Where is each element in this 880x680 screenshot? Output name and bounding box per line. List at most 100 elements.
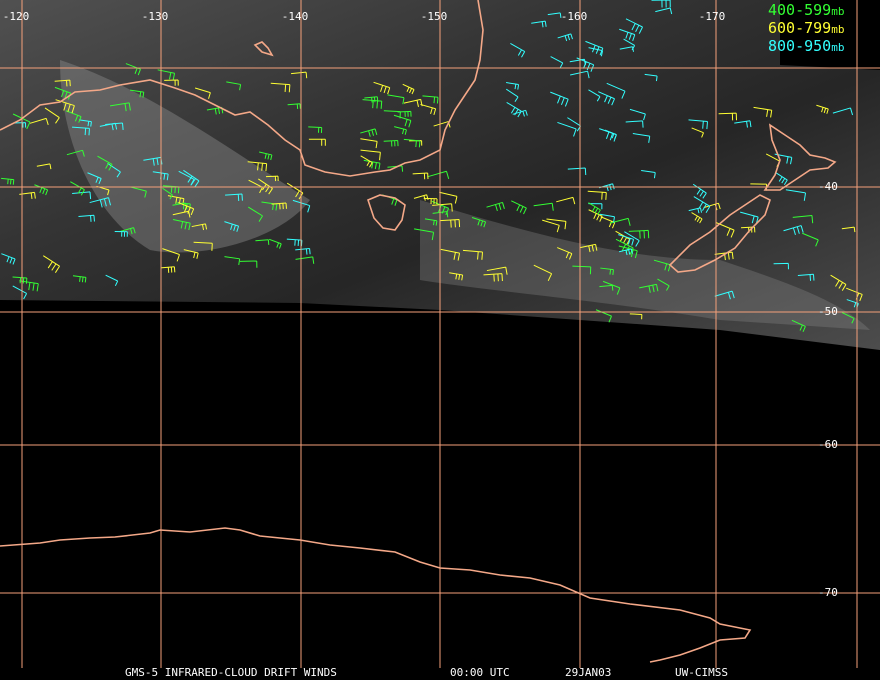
wind-barb [172,218,191,231]
wind-barb [239,260,258,268]
wind-barb [688,119,708,130]
wind-barb [462,249,484,260]
wind-barb [692,183,707,199]
wind-barb [414,228,435,241]
wind-barb [531,20,547,28]
wind-barb [397,110,412,117]
longitude-label: -150 [421,10,448,23]
wind-barb [162,187,173,200]
wind-barb [178,202,195,216]
wind-barb [287,103,301,109]
longitude-label: -170 [699,10,726,23]
wind-barb [657,278,670,291]
footer-source: UW-CIMSS [675,666,728,679]
legend-entry: 800-950mb [768,37,844,55]
wind-barb [618,234,635,246]
wind-barb [753,106,773,118]
wind-barb [308,138,326,146]
wind-barb [291,71,308,79]
wind-barb [619,28,636,42]
wind-barb [226,81,242,91]
cloud-band [60,60,310,253]
wind-barb [440,248,461,261]
wind-barb [360,138,378,149]
wind-barb [44,107,60,124]
wind-barb [628,229,650,239]
wind-barb [286,238,303,247]
wind-barb [567,167,587,176]
wind-barb [714,251,734,261]
wind-barb [183,249,199,259]
wind-barb [206,106,224,115]
wind-barb [783,225,804,236]
latitude-label: -70 [818,586,838,599]
wind-barb [599,284,614,291]
footer-date: 29JAN03 [565,666,611,679]
wind-barb [42,255,61,273]
wind-barbs [1,0,863,333]
island-coast [253,41,274,57]
wind-barb [734,120,752,128]
wind-barb [271,202,287,210]
latitude-label: -50 [818,305,838,318]
wind-barb [557,33,573,42]
wind-barb [12,285,28,300]
wind-barb [105,274,119,287]
wind-barb [533,264,553,282]
wind-barb [619,248,633,256]
wind-barb [655,7,673,15]
wind-barb [625,120,644,128]
wind-barb [55,99,75,114]
wind-barb [629,108,646,121]
wind-barb [363,159,381,170]
wind-barb [224,256,241,265]
wind-barb [36,163,52,170]
wind-barb [259,151,273,161]
wind-barb [572,265,592,275]
longitude-labels: -120 -130 -140 -150 -160 -170 [3,10,726,23]
wind-barb [557,247,573,260]
wind-barb [691,212,703,224]
antarctica-coast [0,527,752,663]
wind-barb [270,82,291,93]
wind-barb [785,189,807,201]
wind-barb [511,200,527,215]
wind-barb [609,217,631,226]
wind-barb [533,202,554,211]
wind-barb [550,56,564,69]
wind-barb [424,218,438,226]
longitude-label: -140 [282,10,309,23]
wind-barb [841,312,855,324]
footer-time: 00:00 UTC [450,666,510,679]
wind-barb [600,267,614,275]
cloud-band [420,200,870,330]
wind-barb [512,109,528,117]
wind-barb [164,79,179,86]
wind-barb [556,196,576,205]
wind-barb [693,196,711,213]
wind-barb [12,276,28,284]
legend-range: 600-799 [768,19,831,37]
wind-barb [78,119,92,127]
wind-barb [360,128,378,137]
wind-barb [178,170,195,186]
wind-barb [688,207,703,214]
wind-barb [483,273,503,282]
wind-barb [439,191,458,204]
wind-barb [632,133,651,143]
wind-barb [714,290,735,300]
wind-barb [449,272,464,281]
wind-barb [402,83,415,95]
wind-barb [641,170,656,179]
wind-barb [625,18,643,34]
wind-barb [383,110,401,119]
wind-barb [78,214,95,222]
wind-barb [225,193,243,201]
wind-barb [194,87,211,99]
wind-barb [598,183,615,192]
wind-barb [360,149,381,161]
wind-barb [797,273,815,281]
wind-barb [183,169,200,188]
